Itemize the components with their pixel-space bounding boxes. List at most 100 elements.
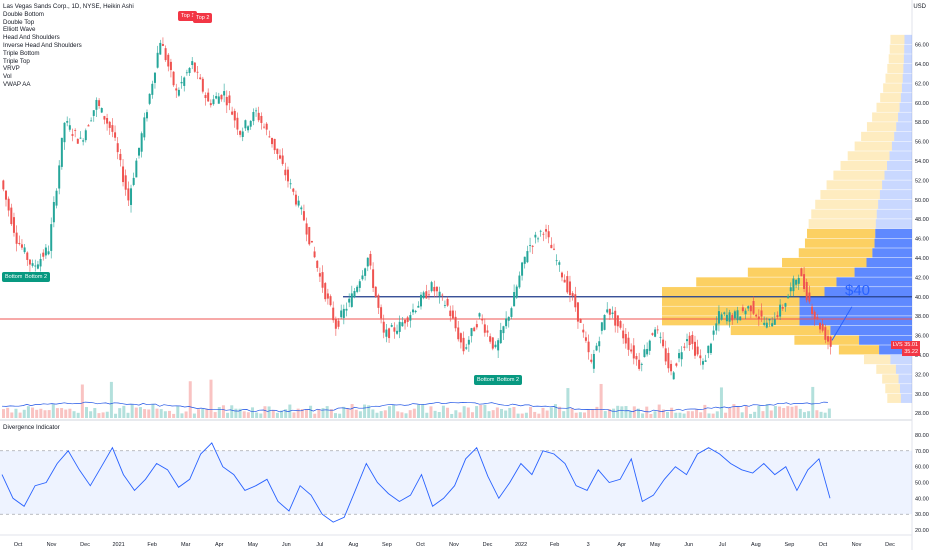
candle-body [539,230,542,232]
legend-item[interactable]: Elliott Wave [3,26,36,34]
volume-bar [786,406,790,418]
volume-bar [172,413,176,418]
candle-body [827,336,830,342]
volume-bar [603,411,607,418]
candle-body [50,224,53,251]
volume-profile-bar-down [900,393,912,403]
volume-bar [682,413,686,418]
legend-item[interactable]: VWAP AA [3,80,31,88]
volume-profile-bar-up [872,112,899,122]
candle-body [680,352,683,360]
candle-body [114,132,117,138]
legend-item[interactable]: VRVP [3,65,20,73]
volume-bar [529,406,533,418]
candle-body [744,310,747,315]
volume-bar [612,408,616,418]
vwap-line [1,401,828,413]
legend-item[interactable]: Triple Bottom [3,49,40,57]
candle-body [486,330,489,333]
candle-body [683,346,686,348]
volume-bar [329,409,333,418]
volume-bar [230,405,234,418]
legend-item[interactable]: Triple Top [3,57,30,65]
candle-body [332,307,335,321]
candle-body [449,310,452,317]
candle-body [18,242,21,245]
candle-body [446,298,449,306]
candle-body [574,294,577,308]
volume-profile-bar-down [898,112,912,122]
volume-bar [798,408,802,418]
volume-profile-bar-down [903,54,912,64]
volume-bar [479,404,483,418]
candle-body [90,120,93,122]
volume-bar [425,412,429,418]
candle-body [265,123,268,130]
price-tick-label: 48.00 [915,217,929,223]
time-tick-label: Jun [282,542,291,548]
candle-body [630,349,633,352]
volume-profile-bar-up [889,44,905,54]
volume-bar [491,410,495,418]
candle-body [659,336,662,338]
candle-body [329,296,332,306]
candle-body [608,308,611,315]
candle-body [779,304,782,317]
volume-profile-bar-up [826,180,883,190]
volume-profile-bar-down [902,73,912,83]
candle-body [199,77,202,80]
volume-profile-bar-down [884,170,912,180]
candle-body [228,95,231,104]
volume-bar [578,412,582,418]
pattern-tag-bottom-2: Bottom 2 [22,272,51,282]
candle-body [396,330,399,334]
volume-bar [259,413,263,418]
candle-body [286,169,289,182]
legend-item[interactable]: Inverse Head And Shoulders [3,41,82,49]
time-tick-label: Nov [852,542,862,548]
candle-body [622,330,625,339]
volume-profile-bar-up [794,335,860,345]
candle-body [300,207,303,210]
candle-body [337,320,340,327]
candle-body [281,155,284,164]
candle-body [555,260,558,262]
candle-body [526,251,529,263]
legend-item[interactable]: Double Bottom [3,10,44,18]
price-tick-label: 54.00 [915,159,929,165]
volume-profile-bar-down [875,228,912,239]
volume-profile-bar-down [896,122,912,132]
candle-body [297,200,300,206]
candle-body [212,99,215,105]
volume-bar [553,404,557,418]
volume-bar [159,409,163,418]
volume-bar [155,408,159,418]
legend-item[interactable]: Double Top [3,18,35,26]
candle-body [688,335,691,346]
candle-body [28,259,31,265]
candle-body [571,293,574,296]
legend-item[interactable]: Vol [3,73,12,81]
price-tick-label: 32.00 [915,372,929,378]
candles [2,37,832,380]
legend-item[interactable]: Head And Shoulders [3,34,60,42]
volume-profile-bar-up [662,316,800,326]
volume-profile-bar-up [866,122,897,132]
candle-body [103,116,106,120]
candle-body [380,307,383,319]
volume-bar [284,409,288,418]
candle-body [316,260,319,268]
candle-body [385,329,388,337]
volume-profile-bar-down [901,83,912,93]
candle-body [648,340,651,351]
candle-body [98,100,101,106]
candle-body [616,315,619,327]
volume-bar [43,410,47,418]
candle-body [438,291,441,297]
legend-title: Las Vegas Sands Corp., 1D, NYSE, Heikin … [3,3,134,10]
candle-body [723,312,726,314]
volume-profile-bar-up [890,34,905,45]
candle-body [241,131,244,138]
volume-profile-bar-up [807,228,876,239]
candle-body [140,133,143,152]
